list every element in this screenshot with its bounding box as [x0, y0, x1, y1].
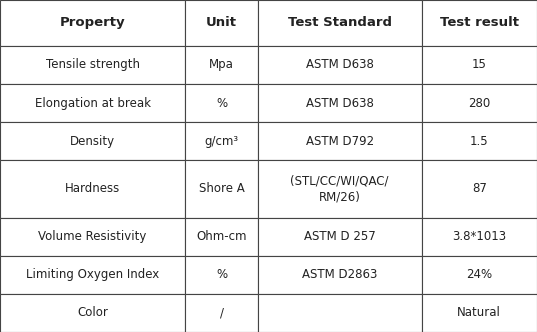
- Text: Tensile strength: Tensile strength: [46, 58, 140, 71]
- Text: %: %: [216, 97, 227, 110]
- Text: Shore A: Shore A: [199, 182, 244, 196]
- Bar: [0, 84, 185, 122]
- Bar: [185, 122, 258, 160]
- Bar: [0, 160, 185, 217]
- Text: Test result: Test result: [440, 16, 519, 30]
- Text: Limiting Oxygen Index: Limiting Oxygen Index: [26, 268, 159, 281]
- Bar: [422, 122, 537, 160]
- Bar: [422, 217, 537, 256]
- Text: ASTM D2863: ASTM D2863: [302, 268, 378, 281]
- Bar: [422, 294, 537, 332]
- Text: Density: Density: [70, 135, 115, 148]
- Bar: [258, 84, 422, 122]
- Text: Volume Resistivity: Volume Resistivity: [39, 230, 147, 243]
- Text: Natural: Natural: [458, 306, 501, 319]
- Bar: [185, 46, 258, 84]
- Text: (STL/CC/WI/QAC/
RM/26): (STL/CC/WI/QAC/ RM/26): [291, 174, 389, 204]
- Bar: [258, 217, 422, 256]
- Text: 280: 280: [468, 97, 490, 110]
- Text: ASTM D792: ASTM D792: [306, 135, 374, 148]
- Bar: [185, 160, 258, 217]
- Text: Color: Color: [77, 306, 108, 319]
- Bar: [422, 0, 537, 46]
- Text: Elongation at break: Elongation at break: [34, 97, 151, 110]
- Text: ASTM D638: ASTM D638: [306, 58, 374, 71]
- Text: /: /: [220, 306, 223, 319]
- Text: Unit: Unit: [206, 16, 237, 30]
- Bar: [185, 0, 258, 46]
- Bar: [185, 217, 258, 256]
- Text: Ohm-cm: Ohm-cm: [196, 230, 247, 243]
- Bar: [185, 294, 258, 332]
- Text: ASTM D638: ASTM D638: [306, 97, 374, 110]
- Bar: [258, 0, 422, 46]
- Bar: [0, 256, 185, 294]
- Text: Property: Property: [60, 16, 126, 30]
- Text: 3.8*1013: 3.8*1013: [452, 230, 506, 243]
- Bar: [0, 294, 185, 332]
- Text: Hardness: Hardness: [65, 182, 120, 196]
- Bar: [258, 256, 422, 294]
- Text: Mpa: Mpa: [209, 58, 234, 71]
- Bar: [258, 122, 422, 160]
- Bar: [422, 256, 537, 294]
- Bar: [0, 217, 185, 256]
- Text: 24%: 24%: [466, 268, 492, 281]
- Bar: [258, 294, 422, 332]
- Text: g/cm³: g/cm³: [205, 135, 238, 148]
- Bar: [0, 0, 185, 46]
- Text: ASTM D 257: ASTM D 257: [304, 230, 375, 243]
- Bar: [258, 46, 422, 84]
- Text: 87: 87: [472, 182, 487, 196]
- Bar: [185, 84, 258, 122]
- Bar: [0, 122, 185, 160]
- Bar: [422, 160, 537, 217]
- Bar: [258, 160, 422, 217]
- Text: 15: 15: [472, 58, 487, 71]
- Bar: [422, 46, 537, 84]
- Bar: [422, 84, 537, 122]
- Text: %: %: [216, 268, 227, 281]
- Bar: [185, 256, 258, 294]
- Text: Test Standard: Test Standard: [288, 16, 391, 30]
- Bar: [0, 46, 185, 84]
- Text: 1.5: 1.5: [470, 135, 489, 148]
